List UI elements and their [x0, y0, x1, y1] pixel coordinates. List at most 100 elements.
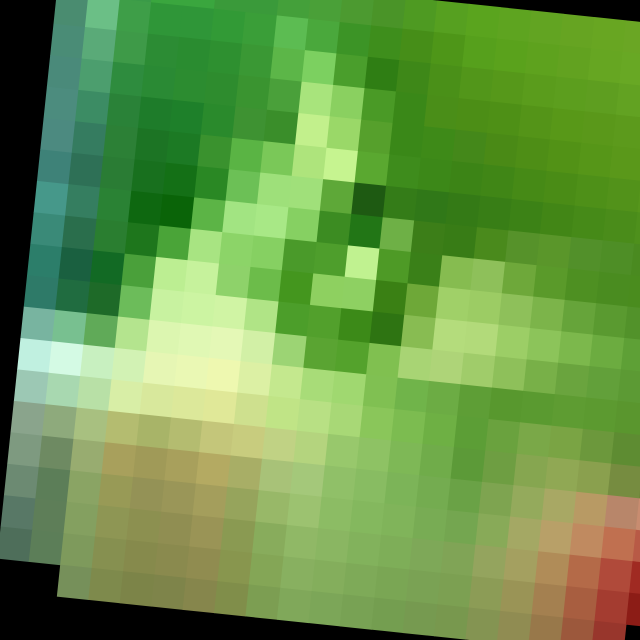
pixel-cell: [438, 255, 475, 291]
pixel-cell: [242, 12, 278, 48]
pixel-cell: [23, 275, 60, 311]
pixel-cell: [256, 172, 293, 208]
pixel-cell: [581, 111, 617, 147]
pixel-cell: [620, 337, 640, 374]
pixel-cell: [516, 422, 553, 458]
pixel-cell: [460, 352, 496, 389]
pixel-cell: [258, 458, 295, 495]
pixel-cell: [61, 215, 98, 251]
pixel-cell: [66, 470, 103, 506]
pixel-cell: [519, 390, 556, 427]
pixel-cell: [136, 414, 172, 450]
pixel-cell: [273, 15, 309, 51]
pixel-cell: [425, 380, 462, 417]
pixel-cell: [557, 331, 594, 367]
pixel-cell: [379, 217, 415, 253]
pixel-cell: [372, 280, 409, 316]
pixel-cell: [609, 146, 640, 182]
pixel-cell: [463, 321, 500, 357]
pixel-cell: [220, 518, 256, 554]
pixel-cell: [551, 394, 587, 430]
pixel-cell: [60, 533, 96, 569]
pixel-cell: [445, 192, 481, 228]
pixel-cell: [182, 0, 218, 10]
pixel-cell: [132, 445, 169, 481]
pixel-cell: [28, 529, 65, 566]
pixel-cell: [473, 227, 509, 263]
pixel-cell: [223, 486, 260, 523]
pixel-cell: [56, 564, 93, 600]
pixel-cell: [627, 275, 640, 311]
pixel-cell: [323, 147, 359, 184]
pixel-cell: [265, 395, 301, 432]
pixel-cell: [55, 278, 91, 314]
pixel-cell: [7, 432, 43, 468]
pixel-cell: [584, 79, 620, 116]
pixel-cell: [109, 61, 146, 98]
pixel-cell: [472, 544, 508, 581]
pixel-cell: [177, 323, 213, 359]
pixel-cell: [73, 407, 109, 443]
pixel-cell: [341, 276, 377, 313]
pixel-cell: [147, 2, 184, 38]
pixel-cell: [420, 126, 457, 162]
pixel-cell: [151, 574, 187, 610]
pixel-cell: [167, 417, 204, 453]
pixel-cell: [286, 493, 323, 529]
pixel-cell: [382, 185, 419, 222]
pixel-cell: [185, 546, 222, 582]
pixel-cell: [615, 83, 640, 119]
pixel-cell: [582, 397, 619, 433]
pixel-cell: [32, 498, 68, 534]
pixel-cell: [498, 293, 534, 329]
pixel-cell: [197, 134, 233, 170]
pixel-cell: [433, 604, 470, 640]
pixel-cell: [437, 572, 473, 609]
pixel-cell: [427, 63, 463, 99]
pixel-cell: [407, 251, 443, 288]
pixel-cell: [374, 566, 410, 602]
pixel-cell: [298, 81, 334, 117]
pixel-cell: [617, 369, 640, 405]
pixel-cell: [586, 366, 622, 402]
pixel-cell: [562, 586, 599, 622]
pixel-cell: [556, 45, 592, 81]
pixel-cell: [346, 531, 382, 567]
pixel-cell: [311, 559, 347, 595]
pixel-cell: [415, 475, 452, 511]
pixel-cell: [513, 453, 549, 490]
pixel-cell: [577, 142, 614, 179]
pixel-cell: [228, 137, 265, 174]
pixel-cell: [331, 371, 367, 407]
pixel-cell: [354, 151, 390, 187]
pixel-cell: [165, 131, 202, 167]
pixel-cell: [579, 428, 615, 465]
pixel-cell: [141, 65, 177, 101]
pixel-cell: [458, 66, 495, 103]
pixel-cell: [539, 202, 576, 238]
pixel-cell: [605, 177, 640, 213]
pixel-cell: [367, 25, 404, 61]
pixel-cell: [622, 20, 640, 56]
pixel-cell: [149, 288, 185, 324]
pixel-cell: [86, 281, 122, 318]
pixel-cell: [91, 536, 127, 572]
pixel-cell: [218, 232, 255, 268]
pixel-cell: [156, 225, 192, 261]
pixel-cell: [440, 541, 476, 577]
pixel-cell: [342, 562, 379, 599]
pixel-cell: [412, 506, 448, 543]
pixel-cell: [475, 513, 511, 549]
pixel-cell: [422, 412, 458, 448]
pixel-cell: [495, 324, 531, 361]
pixel-cell: [328, 402, 364, 438]
pixel-cell: [88, 567, 124, 604]
pixel-cell: [447, 478, 483, 514]
pixel-cell: [43, 86, 79, 122]
pixel-cell: [523, 359, 559, 395]
pixel-cell: [465, 3, 501, 40]
pixel-cell: [40, 118, 76, 154]
pixel-cell: [252, 521, 288, 557]
pixel-cell: [442, 223, 478, 260]
